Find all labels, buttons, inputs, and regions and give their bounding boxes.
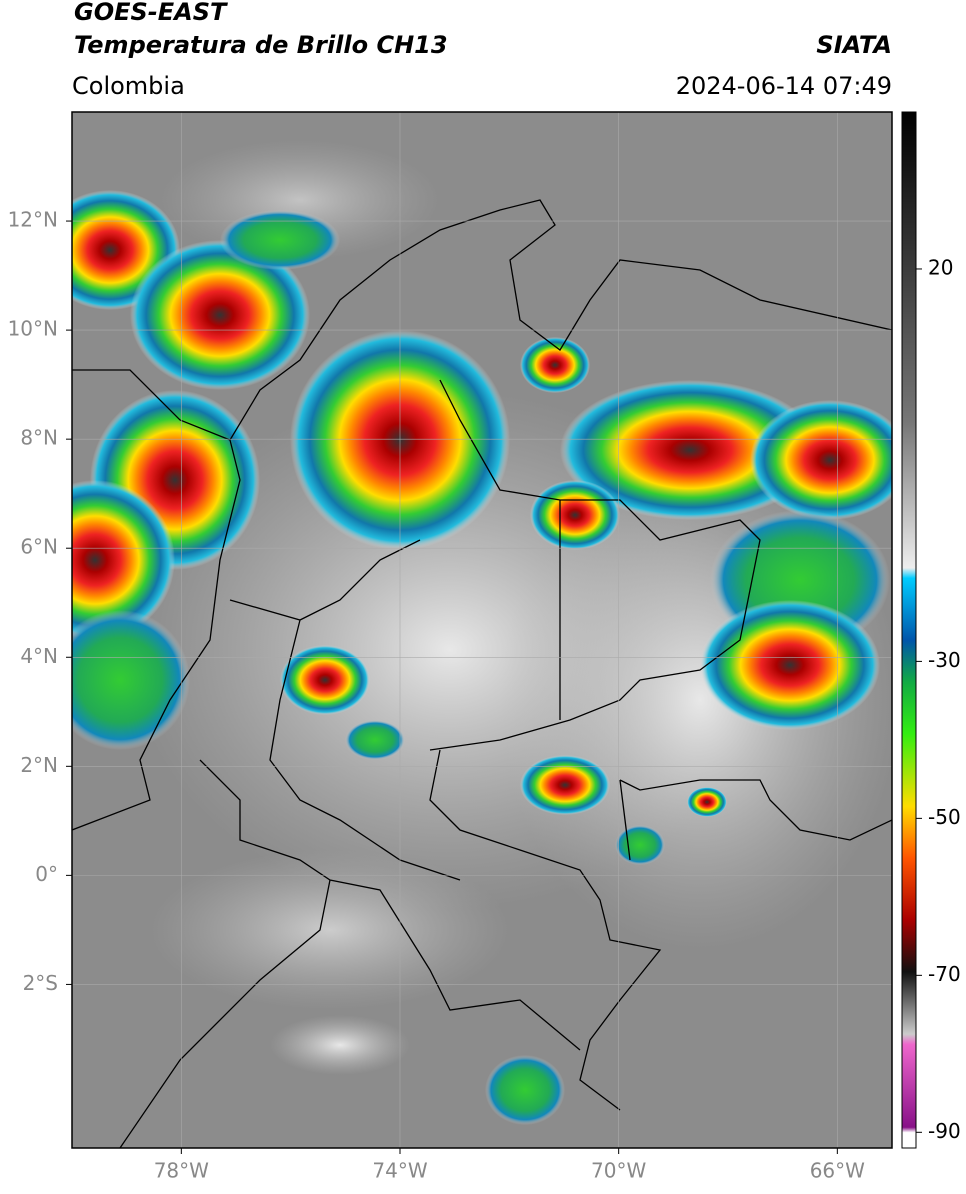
y-tick-label: 4°N <box>20 644 58 668</box>
subtitle: Temperatura de Brillo CH13 <box>74 31 448 59</box>
y-tick-label: 12°N <box>8 208 58 232</box>
y-tick-label: 6°N <box>20 535 58 559</box>
colorbar-tick-label: -70 <box>928 962 961 986</box>
y-tick-label: 2°N <box>20 753 58 777</box>
colorbar-tick-label: -50 <box>928 805 961 829</box>
x-tick-label: 78°W <box>154 1159 209 1183</box>
y-tick-label: 0° <box>35 862 58 886</box>
x-tick-label: 66°W <box>810 1159 865 1183</box>
map-frame <box>71 111 893 1149</box>
datetime: 2024-06-14 07:49 <box>676 72 892 100</box>
x-tick-label: 74°W <box>372 1159 427 1183</box>
colorbar <box>901 111 917 1149</box>
region: Colombia <box>72 72 185 100</box>
y-tick-label: 10°N <box>8 317 58 341</box>
source: SIATA <box>816 31 892 59</box>
map-image <box>72 112 892 1148</box>
colorbar-tick-label: -90 <box>928 1119 961 1143</box>
colorbar-tick-label: 20 <box>928 255 953 279</box>
colorbar-tick-label: -30 <box>928 648 961 672</box>
y-tick-label: 2°S <box>23 971 58 995</box>
y-tick-label: 8°N <box>20 426 58 450</box>
x-tick-label: 70°W <box>591 1159 646 1183</box>
title: GOES-EAST <box>74 0 228 26</box>
grid <box>72 112 892 1148</box>
